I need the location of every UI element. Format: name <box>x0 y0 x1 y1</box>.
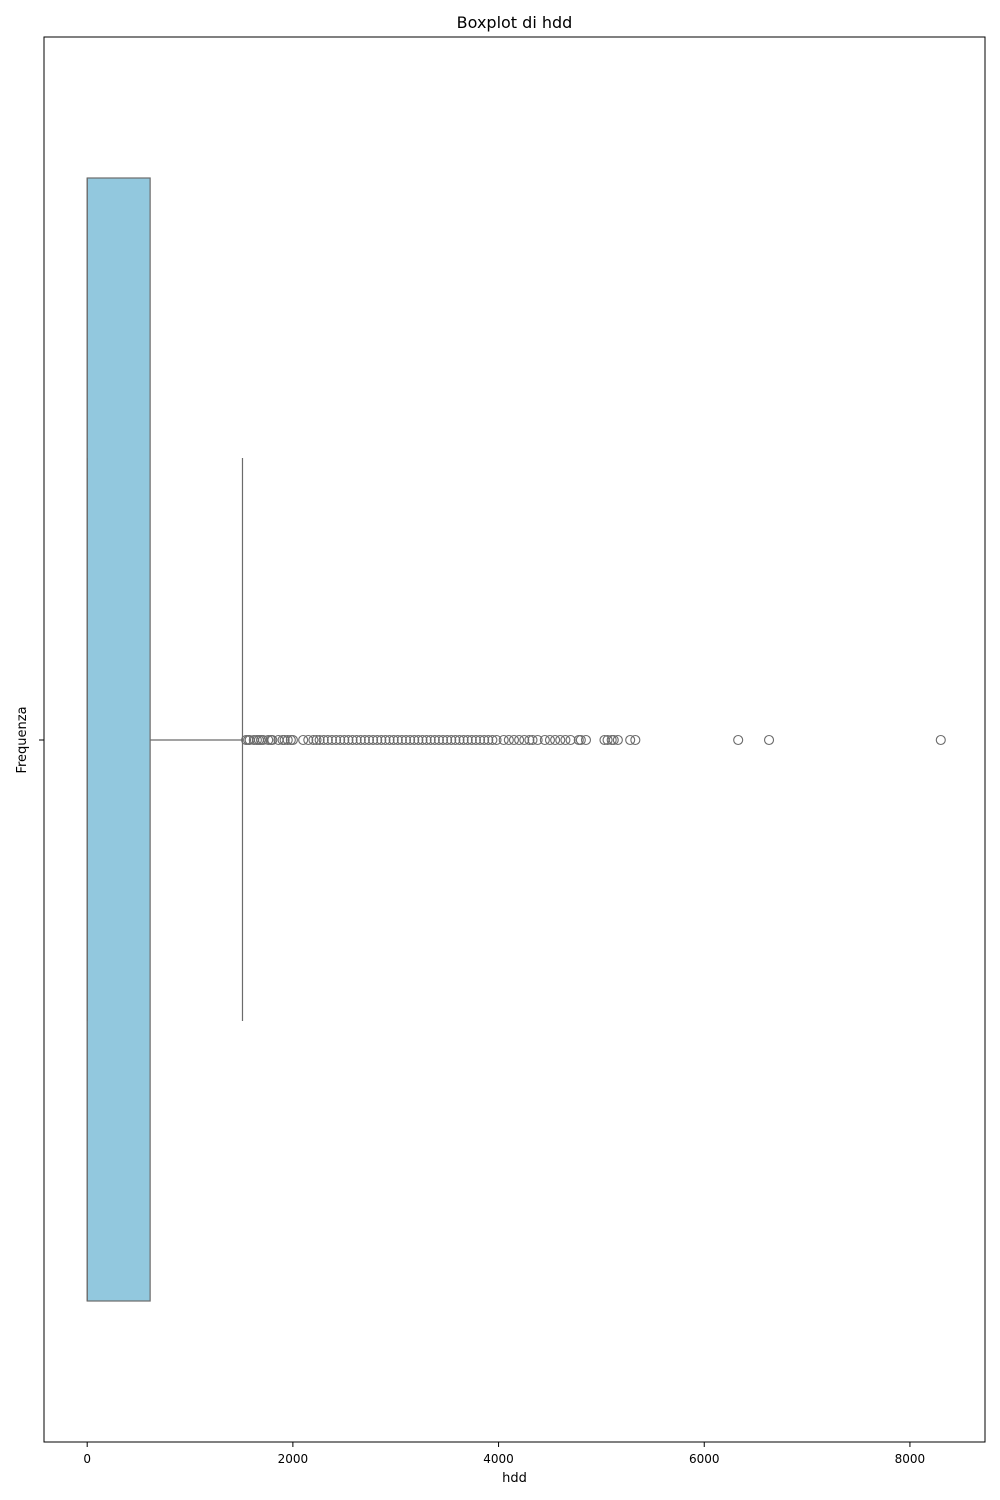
x-tick-label: 2000 <box>278 1452 309 1466</box>
outlier-point <box>532 734 543 746</box>
outlier-point <box>539 734 550 746</box>
outlier-point <box>437 734 449 746</box>
outlier-point <box>575 734 586 746</box>
outlier-point <box>413 734 424 746</box>
outlier-point <box>466 734 477 746</box>
outlier-point <box>368 734 379 746</box>
outlier-point <box>308 734 319 746</box>
outlier-point <box>498 734 509 746</box>
outlier-point <box>388 734 399 746</box>
outlier-point <box>442 734 453 746</box>
chart-title: Boxplot di hdd <box>457 13 573 32</box>
outlier-point <box>433 734 444 746</box>
outlier-point <box>550 734 561 746</box>
outlier-point <box>396 734 407 746</box>
outlier-point <box>487 734 498 746</box>
outlier-point <box>429 734 440 746</box>
outlier-point <box>392 734 403 746</box>
outlier-point <box>380 734 391 746</box>
outlier-point <box>483 734 494 746</box>
outlier-point <box>318 734 329 746</box>
outlier-point <box>263 734 274 746</box>
y-axis-label: Frequenza <box>15 706 30 773</box>
outlier-point <box>508 734 520 746</box>
outlier-point <box>384 734 395 746</box>
outlier-point <box>335 734 346 746</box>
outlier-point <box>519 734 530 746</box>
outlier-point <box>339 734 350 746</box>
outlier-point <box>311 734 322 746</box>
x-axis-label: hdd <box>502 1471 527 1486</box>
outlier-point <box>450 734 461 746</box>
outlier-point <box>343 734 354 746</box>
outlier-point <box>454 734 465 746</box>
outlier-point <box>376 734 387 746</box>
outlier-point <box>630 734 641 746</box>
outlier-point <box>372 734 383 746</box>
outlier-point <box>462 734 473 746</box>
outlier-point <box>417 734 428 746</box>
outlier-point <box>359 734 370 746</box>
iqr-box <box>86 177 151 1302</box>
outlier-point <box>625 734 636 746</box>
outlier-point <box>322 734 333 746</box>
outlier-point <box>351 734 362 746</box>
outlier-point <box>425 734 436 746</box>
outlier-point <box>763 734 775 746</box>
outlier-point <box>458 734 469 746</box>
outlier-point <box>491 734 502 746</box>
x-tick-label: 8000 <box>895 1452 926 1466</box>
outlier-point <box>555 734 566 746</box>
outlier-point <box>733 734 744 746</box>
outlier-point <box>446 734 457 746</box>
outlier-point <box>580 734 592 746</box>
outlier-point <box>400 734 412 746</box>
outlier-point <box>560 734 571 746</box>
outlier-point <box>474 734 486 746</box>
x-tick-label: 4000 <box>483 1452 514 1466</box>
outlier-point <box>602 734 613 746</box>
plot-area <box>86 177 946 1302</box>
outlier-point <box>527 734 538 746</box>
outlier-point <box>303 734 314 746</box>
outlier-point <box>565 734 576 746</box>
outlier-point <box>347 734 358 746</box>
x-tick-label: 6000 <box>689 1452 720 1466</box>
outlier-point <box>287 734 298 746</box>
outlier-point <box>470 734 481 746</box>
outlier-point <box>282 734 293 746</box>
outlier-point <box>267 734 278 746</box>
outlier-point <box>608 734 619 746</box>
outlier-point <box>612 734 623 746</box>
outlier-point <box>421 734 432 746</box>
outlier-point <box>479 734 490 746</box>
x-axis: 0 2000 4000 6000 8000 <box>83 1442 925 1466</box>
outlier-point <box>279 734 290 746</box>
outlier-point <box>503 734 514 746</box>
outlier-point <box>405 734 416 746</box>
x-tick-label: 0 <box>83 1452 91 1466</box>
outlier-point <box>298 734 309 746</box>
outlier-point <box>326 734 338 746</box>
outlier-point <box>935 734 946 746</box>
outlier-point <box>331 734 342 746</box>
outlier-point <box>314 734 325 746</box>
outlier-point <box>355 734 366 746</box>
outlier-point <box>514 734 525 746</box>
outlier-point <box>409 734 420 746</box>
outlier-point <box>524 734 535 746</box>
outlier-point <box>363 734 375 746</box>
outlier-point <box>544 734 556 746</box>
